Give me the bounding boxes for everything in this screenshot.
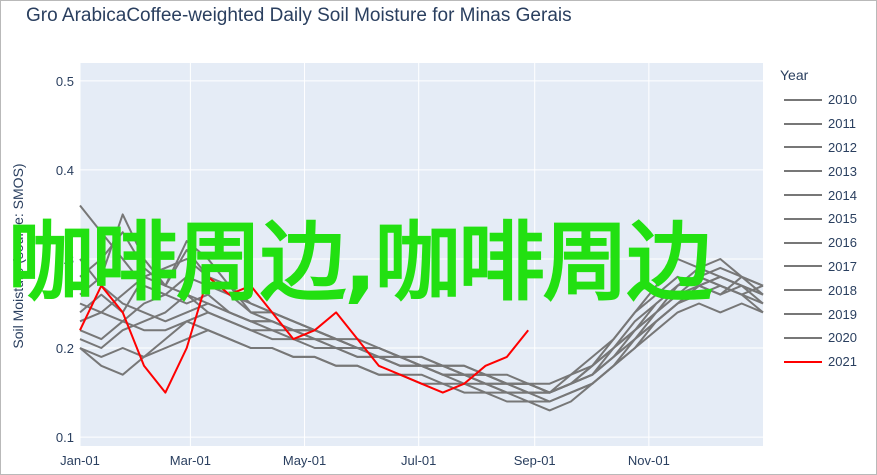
- x-tick-labels: Jan-01 Mar-01 May-01 Jul-01 Sep-01 Nov-01: [60, 453, 670, 468]
- legend-label: 2011: [828, 116, 856, 132]
- x-tick-label: Jan-01: [60, 453, 100, 468]
- legend-label: 2019: [828, 306, 857, 322]
- legend-item-2020[interactable]: 2020: [784, 326, 857, 350]
- legend-swatch: [784, 98, 822, 101]
- y-tick-label: 0.2: [56, 341, 74, 356]
- legend: 2010 2011 2012 2013 2014 2015 2016 2017 2018 2019…: [784, 88, 857, 374]
- series-line-2014[interactable]: [79, 302, 764, 403]
- legend-swatch: [784, 217, 822, 220]
- x-tick-label: Jul-01: [401, 453, 436, 468]
- series-layer: [79, 204, 764, 412]
- legend-item-2015[interactable]: 2015: [784, 207, 857, 231]
- legend-item-2012[interactable]: 2012: [784, 136, 857, 160]
- legend-item-2021[interactable]: 2021: [784, 350, 857, 374]
- legend-label: 2021: [828, 354, 857, 370]
- y-tick-label: 0.5: [56, 74, 74, 89]
- x-tick-label: Nov-01: [628, 453, 670, 468]
- legend-swatch: [784, 241, 822, 244]
- x-tick-label: Mar-01: [170, 453, 211, 468]
- legend-swatch: [784, 336, 822, 339]
- legend-swatch: [784, 146, 822, 149]
- legend-label: 2018: [828, 282, 857, 298]
- legend-item-2019[interactable]: 2019: [784, 302, 857, 326]
- legend-item-2018[interactable]: 2018: [784, 278, 857, 302]
- chart-title: Gro ArabicaCoffee-weighted Daily Soil Mo…: [26, 5, 572, 26]
- legend-label: 2013: [828, 163, 857, 179]
- legend-label: 2012: [828, 139, 857, 155]
- legend-label: 2016: [828, 235, 857, 251]
- legend-label: 2017: [828, 258, 857, 274]
- legend-label: 2014: [828, 187, 857, 203]
- y-tick-label: 0.1: [56, 430, 74, 445]
- legend-label: 2015: [828, 211, 857, 227]
- series-line-2020[interactable]: [79, 231, 764, 394]
- series-line-2018[interactable]: [79, 275, 764, 394]
- legend-label: 2010: [828, 92, 857, 108]
- legend-swatch: [784, 194, 822, 197]
- legend-label: 2020: [828, 330, 857, 346]
- legend-item-2013[interactable]: 2013: [784, 159, 857, 183]
- legend-item-2011[interactable]: 2011: [784, 112, 857, 136]
- legend-swatch: [784, 289, 822, 292]
- x-tick-label: Sep-01: [514, 453, 556, 468]
- y-tick-label: 0.3: [56, 252, 74, 267]
- legend-item-2017[interactable]: 2017: [784, 255, 857, 279]
- series-line-2021[interactable]: [79, 275, 529, 394]
- legend-swatch: [784, 313, 822, 316]
- legend-swatch: [784, 360, 822, 363]
- legend-item-2016[interactable]: 2016: [784, 231, 857, 255]
- watermark-text: 咖啡周边,咖啡周边: [8, 213, 713, 313]
- legend-swatch: [784, 122, 822, 125]
- legend-swatch: [784, 170, 822, 173]
- legend-item-2010[interactable]: 2010: [784, 88, 857, 112]
- legend-item-2014[interactable]: 2014: [784, 183, 857, 207]
- y-tick-labels: 0.1 0.2 0.3 0.4 0.5: [56, 74, 74, 445]
- y-tick-label: 0.4: [56, 163, 74, 178]
- x-tick-label: May-01: [283, 453, 326, 468]
- legend-swatch: [784, 265, 822, 268]
- legend-title: Year: [780, 67, 809, 83]
